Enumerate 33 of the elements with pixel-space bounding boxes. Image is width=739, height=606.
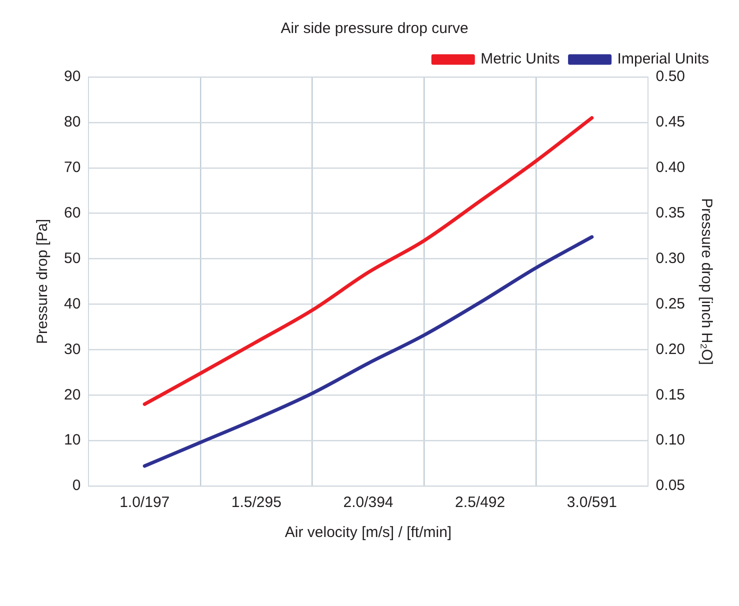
y-tick-label: 70 bbox=[64, 159, 81, 176]
x-axis-title: Air velocity [m/s] / [ft/min] bbox=[284, 524, 452, 542]
y-tick-label: 0 bbox=[72, 477, 81, 494]
x-tick-label: 2.0/394 bbox=[343, 494, 394, 512]
y2-tick-label: 0.10 bbox=[656, 432, 686, 449]
y-tick-label: 80 bbox=[64, 114, 81, 131]
legend-label: Metric Units bbox=[480, 50, 560, 68]
y-tick-label: 60 bbox=[64, 204, 81, 222]
y2-tick-label: 0.35 bbox=[656, 204, 686, 222]
y2-tick-label: 0.20 bbox=[656, 340, 686, 358]
y-tick-label: 90 bbox=[64, 68, 81, 86]
line-series bbox=[142, 235, 594, 468]
y-tick-label: 50 bbox=[64, 250, 81, 267]
y2-axis-title: Pressure drop [inch H₂O] bbox=[698, 198, 715, 365]
legend-label: Imperial Units bbox=[617, 50, 710, 68]
x-tick-label: 1.5/295 bbox=[231, 494, 282, 512]
chart-title: Air side pressure drop curve bbox=[280, 20, 468, 38]
y2-tick-label: 0.15 bbox=[656, 386, 686, 404]
y-tick-label: 10 bbox=[64, 432, 81, 449]
y2-tick-label: 0.45 bbox=[656, 114, 686, 131]
x-tick-label: 2.5/492 bbox=[455, 494, 506, 512]
x-tick-label: 3.0/591 bbox=[566, 494, 617, 512]
y2-tick-label: 0.25 bbox=[656, 295, 686, 312]
y2-tick-label: 0.05 bbox=[656, 477, 686, 494]
y2-tick-label: 0.50 bbox=[656, 68, 686, 86]
line-series bbox=[142, 116, 594, 406]
y-tick-label: 20 bbox=[64, 386, 81, 404]
y2-tick-label: 0.30 bbox=[656, 250, 686, 267]
y2-tick-label: 0.40 bbox=[656, 159, 686, 176]
x-tick-label: 1.0/197 bbox=[120, 494, 170, 512]
y-tick-label: 40 bbox=[64, 295, 81, 312]
y-axis-title: Pressure drop [Pa] bbox=[34, 218, 52, 344]
y-tick-label: 30 bbox=[64, 340, 81, 358]
